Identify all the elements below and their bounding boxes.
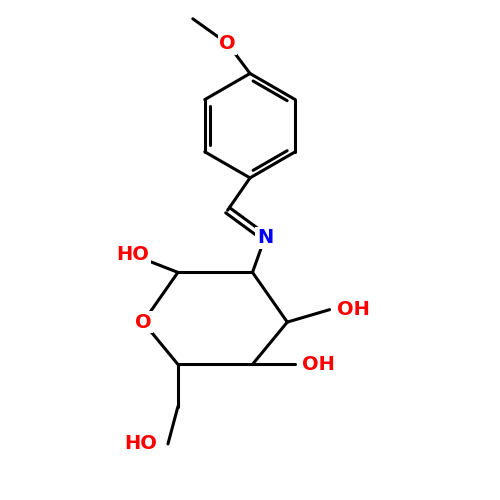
Text: OH: OH xyxy=(337,300,370,319)
Text: OH: OH xyxy=(302,355,335,374)
Text: HO: HO xyxy=(124,434,157,454)
Text: N: N xyxy=(257,228,273,247)
Text: O: O xyxy=(135,312,152,332)
Text: HO: HO xyxy=(116,246,150,264)
Text: O: O xyxy=(220,34,236,53)
